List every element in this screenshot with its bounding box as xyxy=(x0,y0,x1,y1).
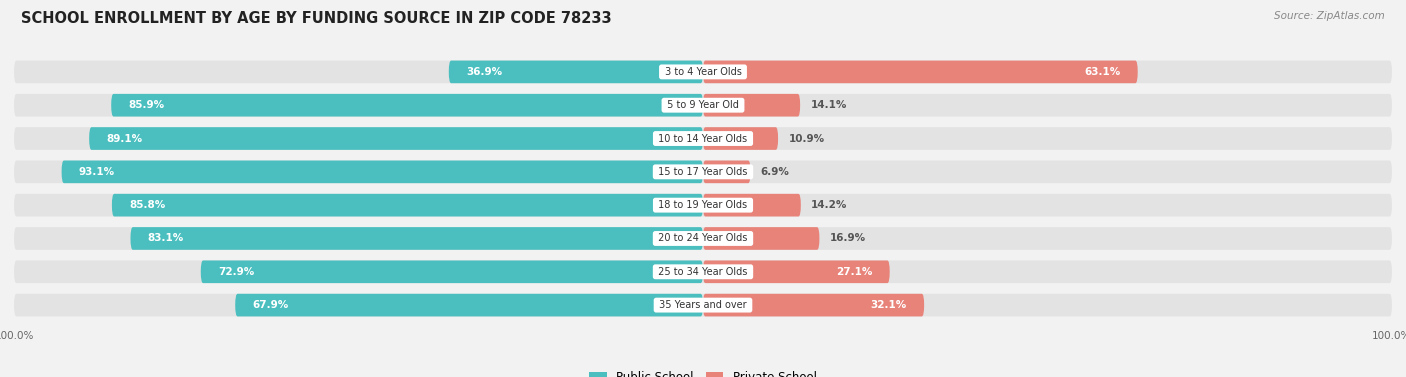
FancyBboxPatch shape xyxy=(111,94,703,116)
Text: 36.9%: 36.9% xyxy=(465,67,502,77)
Text: 14.2%: 14.2% xyxy=(811,200,848,210)
FancyBboxPatch shape xyxy=(131,227,703,250)
Text: 93.1%: 93.1% xyxy=(79,167,115,177)
Text: 20 to 24 Year Olds: 20 to 24 Year Olds xyxy=(655,233,751,244)
Text: 10.9%: 10.9% xyxy=(789,133,824,144)
Text: 14.1%: 14.1% xyxy=(810,100,846,110)
FancyBboxPatch shape xyxy=(703,127,778,150)
FancyBboxPatch shape xyxy=(14,294,1392,316)
Text: 27.1%: 27.1% xyxy=(837,267,873,277)
Text: 72.9%: 72.9% xyxy=(218,267,254,277)
FancyBboxPatch shape xyxy=(14,227,1392,250)
FancyBboxPatch shape xyxy=(235,294,703,316)
Text: 15 to 17 Year Olds: 15 to 17 Year Olds xyxy=(655,167,751,177)
Text: 100.0%: 100.0% xyxy=(1372,331,1406,341)
FancyBboxPatch shape xyxy=(201,261,703,283)
FancyBboxPatch shape xyxy=(14,61,1392,83)
FancyBboxPatch shape xyxy=(14,261,1392,283)
FancyBboxPatch shape xyxy=(14,161,1392,183)
FancyBboxPatch shape xyxy=(703,194,801,216)
FancyBboxPatch shape xyxy=(703,261,890,283)
Text: 5 to 9 Year Old: 5 to 9 Year Old xyxy=(664,100,742,110)
FancyBboxPatch shape xyxy=(112,194,703,216)
Text: 25 to 34 Year Olds: 25 to 34 Year Olds xyxy=(655,267,751,277)
Text: 100.0%: 100.0% xyxy=(0,331,34,341)
Text: 89.1%: 89.1% xyxy=(107,133,142,144)
FancyBboxPatch shape xyxy=(703,161,751,183)
FancyBboxPatch shape xyxy=(703,94,800,116)
Text: SCHOOL ENROLLMENT BY AGE BY FUNDING SOURCE IN ZIP CODE 78233: SCHOOL ENROLLMENT BY AGE BY FUNDING SOUR… xyxy=(21,11,612,26)
FancyBboxPatch shape xyxy=(703,61,1137,83)
Legend: Public School, Private School: Public School, Private School xyxy=(585,366,821,377)
Text: 85.9%: 85.9% xyxy=(128,100,165,110)
Text: 85.8%: 85.8% xyxy=(129,200,166,210)
Text: 32.1%: 32.1% xyxy=(870,300,907,310)
Text: 67.9%: 67.9% xyxy=(253,300,288,310)
FancyBboxPatch shape xyxy=(14,127,1392,150)
FancyBboxPatch shape xyxy=(703,227,820,250)
FancyBboxPatch shape xyxy=(89,127,703,150)
FancyBboxPatch shape xyxy=(14,194,1392,216)
Text: Source: ZipAtlas.com: Source: ZipAtlas.com xyxy=(1274,11,1385,21)
Text: 63.1%: 63.1% xyxy=(1084,67,1121,77)
Text: 18 to 19 Year Olds: 18 to 19 Year Olds xyxy=(655,200,751,210)
Text: 35 Years and over: 35 Years and over xyxy=(657,300,749,310)
Text: 10 to 14 Year Olds: 10 to 14 Year Olds xyxy=(655,133,751,144)
FancyBboxPatch shape xyxy=(449,61,703,83)
Text: 83.1%: 83.1% xyxy=(148,233,184,244)
Text: 3 to 4 Year Olds: 3 to 4 Year Olds xyxy=(661,67,745,77)
Text: 16.9%: 16.9% xyxy=(830,233,866,244)
FancyBboxPatch shape xyxy=(14,94,1392,116)
Text: 6.9%: 6.9% xyxy=(761,167,790,177)
FancyBboxPatch shape xyxy=(62,161,703,183)
FancyBboxPatch shape xyxy=(703,294,924,316)
